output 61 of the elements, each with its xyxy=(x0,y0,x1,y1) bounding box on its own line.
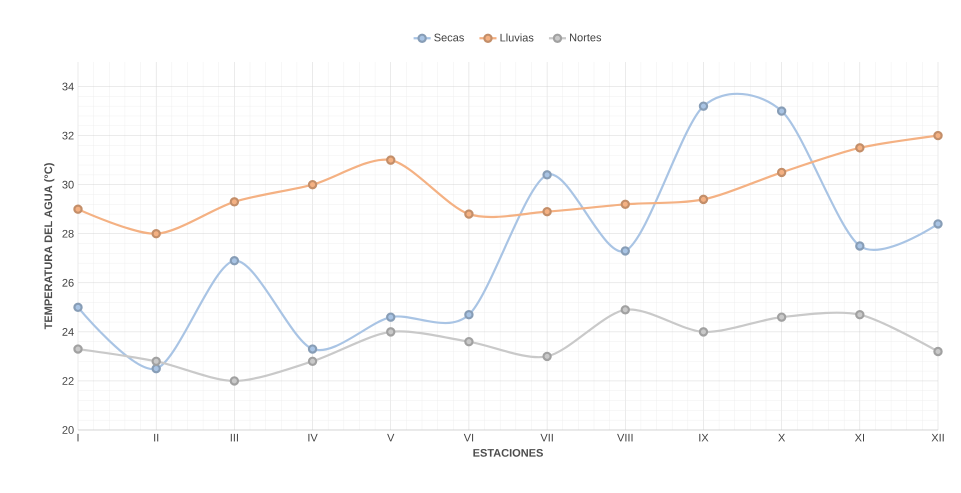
point xyxy=(933,219,943,229)
point xyxy=(230,376,240,386)
x-tick-label: X xyxy=(778,434,786,442)
y-tick-label: 28 xyxy=(62,230,74,238)
y-tick-label: 30 xyxy=(62,180,74,189)
x-tick-label: IV xyxy=(308,434,318,442)
x-axis-title: ESTACIONES xyxy=(473,448,543,457)
point xyxy=(542,206,552,216)
point xyxy=(151,364,161,374)
point xyxy=(73,302,83,312)
x-tick-label: XI xyxy=(854,434,864,442)
legend-label: Secas xyxy=(434,34,464,42)
legend-label: Lluvias xyxy=(500,33,534,42)
x-tick-label: XII xyxy=(932,434,944,442)
point xyxy=(308,344,318,354)
y-tick-label: 20 xyxy=(62,426,74,434)
point xyxy=(620,246,630,256)
point xyxy=(698,327,708,337)
point xyxy=(464,310,474,320)
y-tick-label: 32 xyxy=(62,132,74,140)
point xyxy=(776,106,786,116)
point xyxy=(151,229,161,238)
point xyxy=(855,310,865,320)
x-tick-label: III xyxy=(230,434,238,442)
point xyxy=(542,170,552,180)
point xyxy=(933,130,943,140)
y-tick-label: 24 xyxy=(62,328,74,336)
y-tick-label: 22 xyxy=(62,377,74,385)
point xyxy=(776,168,786,178)
point xyxy=(855,143,865,153)
y-tick-label: 26 xyxy=(62,278,74,287)
point xyxy=(230,197,240,207)
point xyxy=(855,241,865,251)
point xyxy=(464,209,474,219)
legend-label: Nortes xyxy=(570,34,602,42)
point xyxy=(73,344,83,354)
point xyxy=(933,346,943,356)
point xyxy=(698,101,708,111)
x-tick-label: IX xyxy=(699,434,708,442)
y-tick-label: 34 xyxy=(62,82,74,90)
point xyxy=(151,356,161,366)
point xyxy=(386,312,396,322)
y-axis-title: TEMPERATURA DEL AGUA (°C) xyxy=(44,163,54,330)
point xyxy=(698,194,708,204)
x-tick-label: II xyxy=(154,434,158,442)
point xyxy=(620,305,630,314)
point xyxy=(230,256,240,266)
point xyxy=(542,352,552,362)
point xyxy=(776,312,786,322)
point xyxy=(386,155,396,165)
x-tick-label: I xyxy=(77,434,79,442)
x-tick-label: VII xyxy=(540,434,553,442)
point xyxy=(73,204,83,214)
point xyxy=(308,180,318,190)
point xyxy=(620,200,630,209)
point xyxy=(386,327,396,337)
x-tick-label: V xyxy=(387,434,394,442)
x-tick-label: VI xyxy=(464,434,474,442)
point xyxy=(308,356,318,366)
point xyxy=(464,336,474,346)
x-tick-label: VIII xyxy=(617,434,633,442)
